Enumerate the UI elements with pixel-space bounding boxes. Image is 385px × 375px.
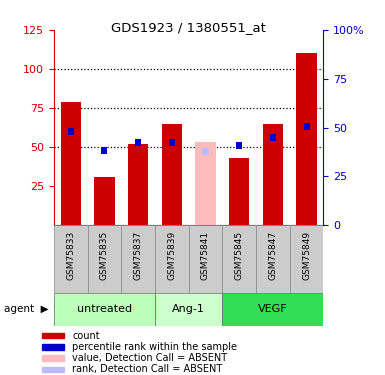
Bar bbox=[290, 225, 323, 292]
Bar bbox=[162, 124, 182, 225]
Bar bbox=[42, 333, 64, 338]
Bar bbox=[256, 225, 290, 292]
Bar bbox=[61, 102, 81, 225]
Text: GSM75839: GSM75839 bbox=[167, 231, 176, 280]
Text: GDS1923 / 1380551_at: GDS1923 / 1380551_at bbox=[111, 21, 266, 34]
Text: GSM75833: GSM75833 bbox=[66, 231, 75, 280]
Bar bbox=[155, 292, 223, 326]
Text: GSM75841: GSM75841 bbox=[201, 231, 210, 280]
Bar bbox=[223, 292, 323, 326]
Bar bbox=[94, 177, 115, 225]
Bar bbox=[296, 53, 316, 225]
Text: VEGF: VEGF bbox=[258, 304, 288, 314]
Text: untreated: untreated bbox=[77, 304, 132, 314]
Bar bbox=[203, 148, 209, 155]
Bar bbox=[223, 225, 256, 292]
Bar bbox=[54, 292, 155, 326]
Text: percentile rank within the sample: percentile rank within the sample bbox=[72, 342, 238, 352]
Bar bbox=[169, 139, 175, 146]
Text: agent  ▶: agent ▶ bbox=[4, 304, 49, 314]
Bar bbox=[42, 344, 64, 350]
Text: value, Detection Call = ABSENT: value, Detection Call = ABSENT bbox=[72, 353, 228, 363]
Text: Ang-1: Ang-1 bbox=[172, 304, 205, 314]
Bar bbox=[155, 225, 189, 292]
Bar bbox=[303, 123, 310, 130]
Bar bbox=[68, 128, 74, 135]
Text: GSM75847: GSM75847 bbox=[268, 231, 277, 280]
Bar bbox=[196, 142, 216, 225]
Text: GSM75835: GSM75835 bbox=[100, 231, 109, 280]
Bar bbox=[121, 225, 155, 292]
Bar bbox=[229, 158, 249, 225]
Bar bbox=[189, 225, 223, 292]
Bar bbox=[88, 225, 121, 292]
Bar bbox=[128, 144, 148, 225]
Bar bbox=[42, 367, 64, 372]
Bar bbox=[54, 225, 88, 292]
Text: GSM75849: GSM75849 bbox=[302, 231, 311, 280]
Bar bbox=[101, 147, 107, 154]
Text: GSM75837: GSM75837 bbox=[134, 231, 142, 280]
Bar bbox=[236, 142, 242, 149]
Text: rank, Detection Call = ABSENT: rank, Detection Call = ABSENT bbox=[72, 364, 223, 374]
Text: count: count bbox=[72, 331, 100, 340]
Bar bbox=[42, 356, 64, 361]
Bar bbox=[135, 139, 141, 146]
Text: GSM75845: GSM75845 bbox=[235, 231, 244, 280]
Bar bbox=[263, 124, 283, 225]
Bar bbox=[270, 134, 276, 141]
